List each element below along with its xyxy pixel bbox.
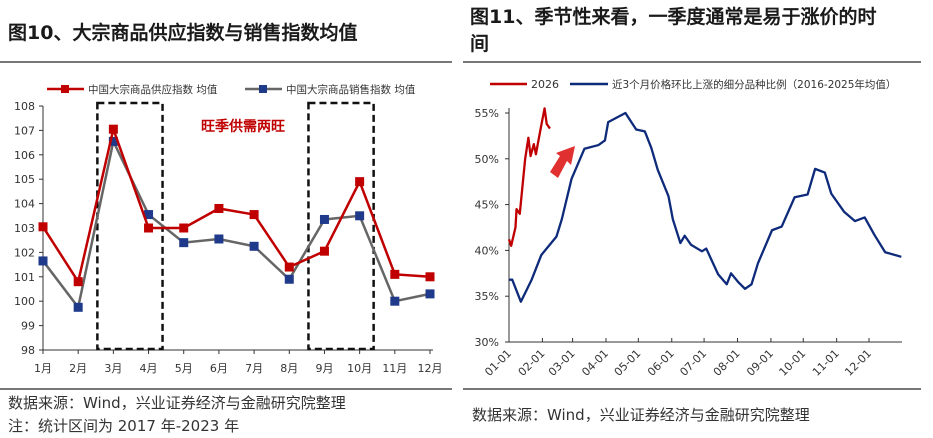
data-point — [179, 238, 189, 248]
data-point — [179, 223, 189, 233]
x-tick-label: 2月 — [69, 362, 87, 375]
y-tick-label: 50% — [475, 153, 499, 166]
x-tick-label: 12-01 — [842, 347, 874, 379]
x-tick-label: 06-01 — [645, 347, 677, 379]
series-line-0 — [41, 124, 431, 285]
y-tick-label: 35% — [475, 290, 499, 303]
x-tick-label: 7月 — [245, 362, 263, 375]
x-tick-label: 9月 — [315, 362, 333, 375]
data-point — [214, 203, 224, 213]
data-point — [73, 277, 83, 287]
right-chart-title-line1: 图11、季节性来看，一季度通常是易于涨价的时 — [470, 6, 877, 28]
highlight-box — [307, 101, 375, 351]
data-point — [144, 223, 154, 233]
data-point — [214, 234, 224, 244]
data-point — [425, 272, 435, 282]
data-point — [355, 177, 365, 187]
y-tick-label: 103 — [14, 222, 35, 235]
data-point — [390, 296, 400, 306]
legend-marker — [259, 85, 267, 93]
x-tick-label: 6月 — [210, 362, 228, 375]
x-tick-label: 11-01 — [810, 347, 842, 379]
annotation-label: 旺季供需两旺 — [201, 118, 285, 135]
y-tick-label: 45% — [475, 199, 499, 212]
left-chart-title: 图10、大宗商品供应指数与销售指数均值 — [8, 22, 358, 44]
data-point — [73, 302, 83, 312]
data-point — [38, 256, 48, 266]
x-tick-label: 3月 — [104, 362, 122, 375]
x-tick-label: 03-01 — [546, 347, 578, 379]
x-tick-label: 1月 — [34, 362, 52, 375]
y-tick-label: 98 — [21, 344, 35, 357]
x-tick-label: 08-01 — [711, 347, 743, 379]
data-point — [108, 124, 118, 134]
divider — [0, 61, 452, 63]
divider — [463, 61, 921, 63]
left-source-note: 数据来源：Wind，兴业证券经济与金融研究院整理 — [8, 394, 346, 412]
x-tick-label: 11月 — [382, 362, 407, 375]
right-source-note: 数据来源：Wind，兴业证券经济与金融研究院整理 — [472, 406, 810, 424]
data-point — [38, 222, 48, 232]
x-tick-label: 09-01 — [744, 347, 776, 379]
y-tick-label: 106 — [14, 149, 35, 162]
data-point — [249, 241, 259, 251]
series-line-0 — [507, 107, 551, 247]
x-tick-label: 10-01 — [777, 347, 809, 379]
data-point — [284, 274, 294, 284]
divider — [463, 388, 921, 390]
series-line-1 — [42, 137, 431, 311]
x-tick-label: 04-01 — [579, 347, 611, 379]
y-tick-label: 100 — [14, 295, 35, 308]
x-tick-label: 02-01 — [516, 347, 548, 379]
left-period-note: 注：统计区间为 2017 年-2023 年 — [8, 417, 240, 435]
y-tick-label: 102 — [14, 246, 35, 259]
y-tick-label: 99 — [21, 320, 35, 333]
y-tick-label: 105 — [14, 173, 35, 186]
legend-label: 中国大宗商品销售指数 均值 — [286, 83, 416, 96]
divider — [0, 388, 452, 390]
data-point — [249, 210, 259, 220]
data-point — [425, 289, 435, 299]
legend-marker — [61, 85, 69, 93]
data-point — [355, 211, 365, 221]
x-tick-label: 05-01 — [612, 347, 644, 379]
data-point — [319, 214, 329, 224]
series-line-1 — [509, 111, 902, 303]
y-tick-label: 40% — [475, 244, 499, 257]
x-tick-label: 12月 — [418, 362, 443, 375]
data-point — [390, 269, 400, 279]
data-point — [319, 246, 329, 256]
x-tick-label: 10月 — [347, 362, 372, 375]
x-tick-label: 4月 — [140, 362, 158, 375]
data-point — [108, 136, 118, 146]
up-arrow-icon — [550, 146, 575, 178]
y-tick-label: 108 — [14, 100, 35, 113]
x-tick-label: 07-01 — [677, 347, 709, 379]
legend-label: 2026 — [531, 78, 559, 91]
x-tick-label: 01-01 — [482, 347, 514, 379]
right-chart-title-line2: 间 — [470, 33, 490, 55]
x-tick-label: 5月 — [175, 362, 193, 375]
y-tick-label: 101 — [14, 271, 35, 284]
legend-label: 中国大宗商品供应指数 均值 — [88, 83, 218, 96]
y-tick-label: 30% — [475, 336, 499, 349]
y-tick-label: 104 — [14, 198, 35, 211]
y-tick-label: 107 — [14, 124, 35, 137]
data-point — [144, 210, 154, 220]
x-tick-label: 8月 — [280, 362, 298, 375]
data-point — [284, 262, 294, 272]
legend-label: 近3个月价格环比上涨的细分品种比例（2016-2025年均值） — [612, 78, 896, 91]
y-tick-label: 55% — [475, 107, 499, 120]
